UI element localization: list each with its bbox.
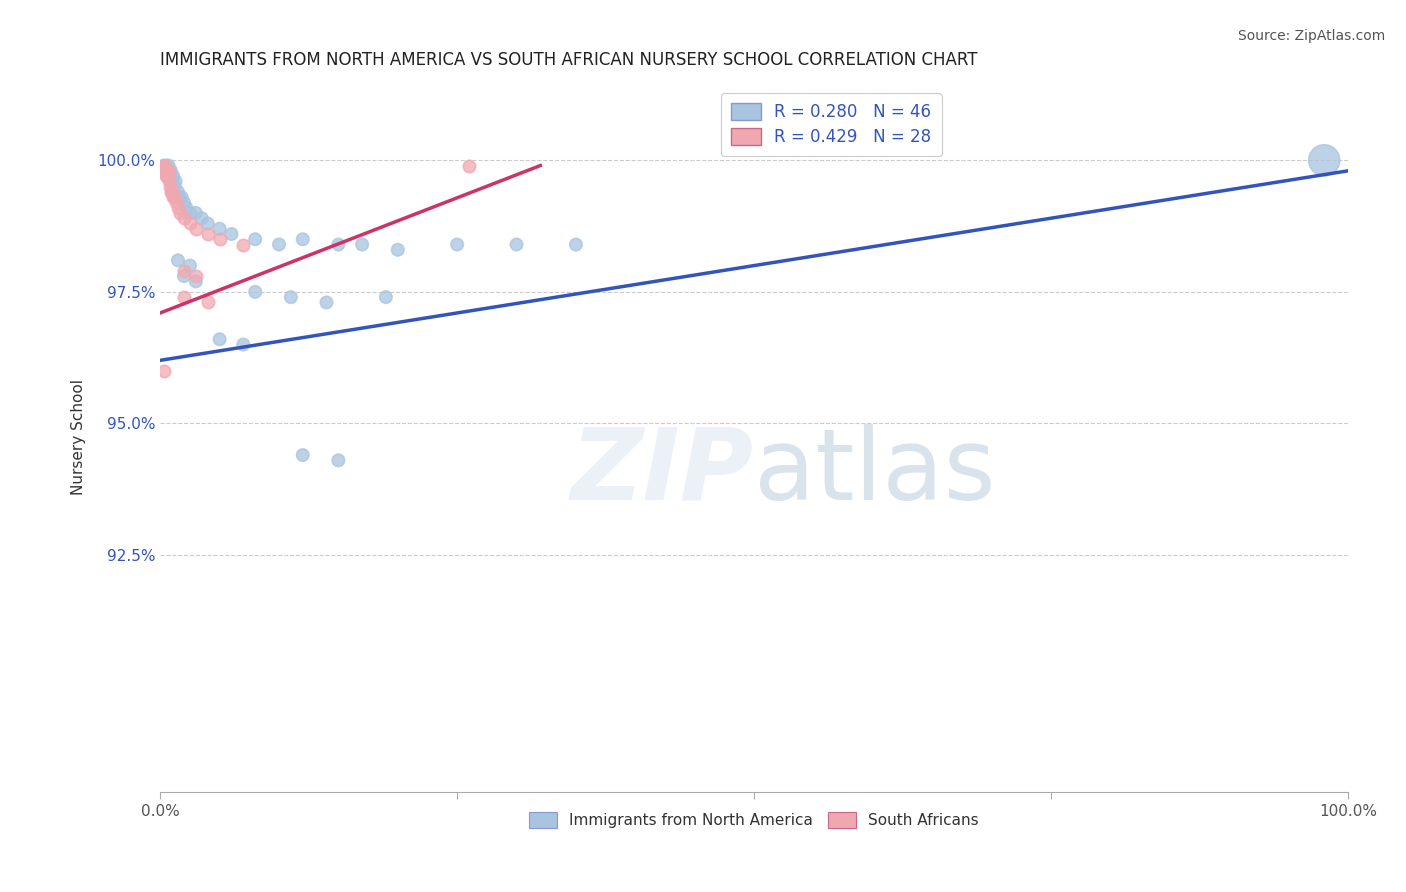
Point — [167, 201, 190, 215]
Point — [156, 164, 179, 178]
Y-axis label: Nursery School: Nursery School — [72, 378, 86, 495]
Point — [162, 190, 184, 204]
Point — [184, 221, 207, 235]
Point — [267, 237, 290, 252]
Point — [505, 237, 527, 252]
Point — [446, 237, 468, 252]
Point — [165, 195, 187, 210]
Text: IMMIGRANTS FROM NORTH AMERICA VS SOUTH AFRICAN NURSERY SCHOOL CORRELATION CHART: IMMIGRANTS FROM NORTH AMERICA VS SOUTH A… — [160, 51, 977, 69]
Point — [173, 290, 195, 304]
Legend: Immigrants from North America, South Africans: Immigrants from North America, South Afr… — [523, 805, 984, 834]
Point — [565, 237, 588, 252]
Point — [160, 164, 183, 178]
Point — [170, 190, 193, 204]
Point — [159, 179, 181, 194]
Point — [152, 159, 174, 173]
Text: atlas: atlas — [754, 424, 995, 521]
Point — [280, 290, 302, 304]
Point — [173, 195, 195, 210]
Point — [160, 185, 183, 199]
Point — [155, 164, 177, 178]
Point — [208, 332, 231, 346]
Point — [197, 295, 219, 310]
Point — [152, 364, 174, 378]
Point — [157, 164, 180, 178]
Point — [163, 190, 186, 204]
Point — [155, 159, 177, 173]
Point — [160, 185, 183, 199]
Text: ZIP: ZIP — [571, 424, 754, 521]
Point — [176, 201, 198, 215]
Point — [197, 227, 219, 241]
Point — [291, 448, 314, 462]
Point — [458, 159, 481, 173]
Point — [184, 206, 207, 220]
Point — [156, 169, 179, 183]
Point — [387, 243, 409, 257]
Text: Source: ZipAtlas.com: Source: ZipAtlas.com — [1237, 29, 1385, 43]
Point — [167, 190, 190, 204]
Point — [245, 232, 267, 246]
Point — [184, 274, 207, 288]
Point — [169, 206, 191, 220]
Point — [173, 269, 195, 284]
Point — [155, 164, 177, 178]
Point — [160, 174, 183, 188]
Point — [291, 232, 314, 246]
Point — [157, 174, 180, 188]
Point — [179, 259, 201, 273]
Point — [157, 159, 180, 173]
Point — [165, 174, 187, 188]
Point — [208, 221, 231, 235]
Point — [179, 206, 201, 220]
Point — [315, 295, 337, 310]
Point — [191, 211, 214, 226]
Point — [245, 285, 267, 299]
Point — [157, 164, 180, 178]
Point — [1313, 153, 1336, 168]
Point — [167, 253, 190, 268]
Point — [352, 237, 374, 252]
Point — [374, 290, 396, 304]
Point — [159, 169, 181, 183]
Point — [173, 211, 195, 226]
Point — [153, 164, 176, 178]
Point — [152, 159, 174, 173]
Point — [153, 159, 176, 173]
Point — [163, 179, 186, 194]
Point — [156, 169, 179, 183]
Point — [232, 337, 254, 351]
Point — [197, 217, 219, 231]
Point — [179, 217, 201, 231]
Point — [173, 264, 195, 278]
Point — [162, 169, 184, 183]
Point — [221, 227, 243, 241]
Point — [208, 232, 231, 246]
Point — [167, 185, 190, 199]
Point — [232, 237, 254, 252]
Point — [328, 237, 350, 252]
Point — [155, 169, 177, 183]
Point — [184, 269, 207, 284]
Point — [328, 453, 350, 467]
